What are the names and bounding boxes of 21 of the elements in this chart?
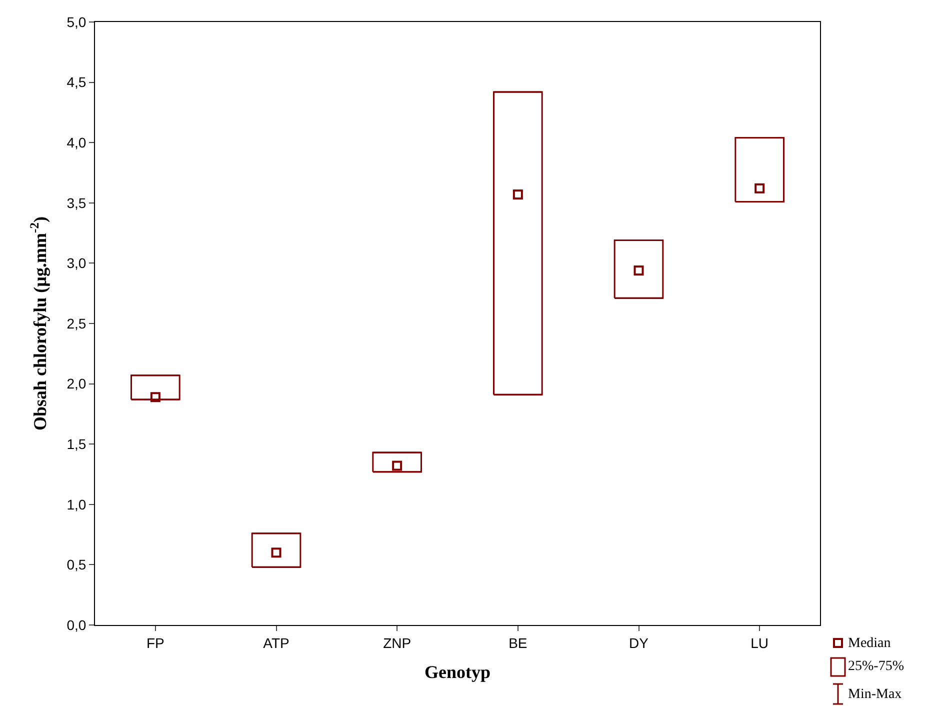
y-tick-label: 0,5 (66, 556, 86, 573)
y-tick-label: 5,0 (66, 14, 86, 30)
x-axis-title: Genotyp (424, 662, 491, 682)
y-tick-label: 2,0 (66, 376, 86, 392)
text: Min-Max (848, 687, 902, 702)
text: Median (848, 636, 891, 651)
y-tick-label: 4,0 (66, 134, 86, 150)
y-tick-label: 2,5 (66, 315, 86, 332)
x-tick-label: FP (146, 634, 164, 651)
x-tick-label: ATP (263, 634, 290, 651)
x-tick-label: DY (629, 634, 650, 651)
y-tick-label: 3,5 (66, 194, 86, 211)
x-tick-label: LU (750, 634, 769, 651)
x-tick-label: BE (508, 634, 528, 651)
y-tick-label: 3,0 (66, 255, 86, 272)
y-tick-label: 1,5 (66, 436, 86, 452)
y-tick-label: 1,0 (66, 496, 86, 512)
text: 25%-75% (848, 659, 904, 674)
x-tick-label: ZNP (383, 634, 412, 651)
y-tick-label: 0,0 (66, 616, 86, 633)
y-tick-label: 4,5 (66, 74, 86, 90)
